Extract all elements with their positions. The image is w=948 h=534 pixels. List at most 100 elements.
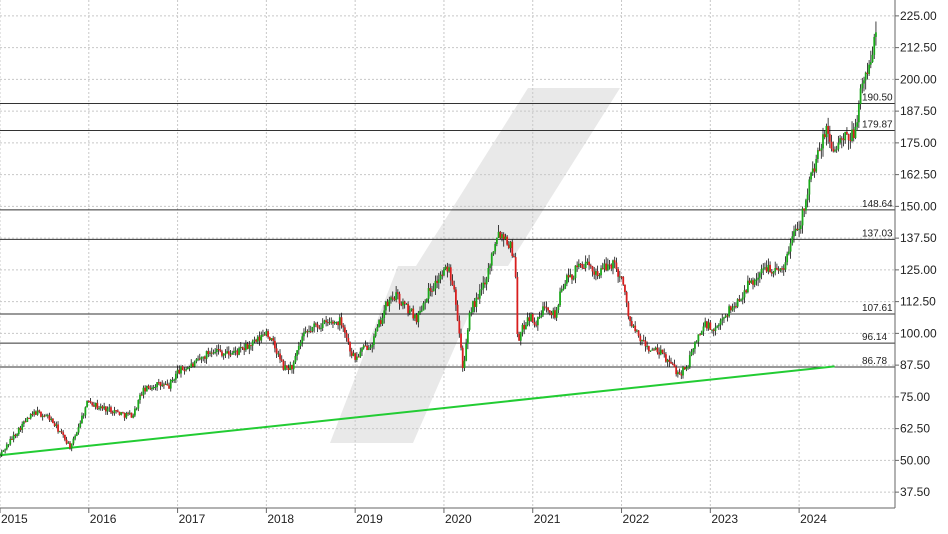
candle-body (813, 168, 816, 172)
candle-body (338, 317, 341, 326)
candle-body (414, 314, 416, 319)
y-tick-label: 212.50 (900, 41, 937, 55)
candle-body (354, 353, 357, 360)
candle-body (687, 366, 690, 368)
candle-body (736, 299, 739, 307)
candle-body (357, 356, 360, 358)
candle-body (180, 366, 182, 374)
candle-body (735, 306, 737, 308)
candle-body (610, 264, 613, 269)
candle-body (133, 408, 136, 416)
candle-body (700, 331, 703, 335)
candle-body (569, 274, 572, 278)
candle-body (798, 229, 801, 231)
candle-body (403, 301, 406, 304)
candle-body (840, 138, 843, 140)
candle-body (757, 277, 760, 280)
candle-body (263, 334, 266, 336)
candle-body (402, 301, 404, 306)
candle-body (311, 327, 314, 332)
candle-body (12, 434, 15, 440)
x-tick-label: 2020 (445, 512, 472, 526)
candle-body (552, 310, 555, 316)
x-tick-label: 2019 (356, 512, 383, 526)
candle-body (774, 268, 777, 272)
candle-body (215, 348, 218, 352)
candle-body (427, 288, 430, 299)
candle-body (31, 414, 34, 416)
candle-body (299, 342, 302, 346)
candle-body (253, 339, 256, 342)
candle-body (820, 148, 823, 151)
y-tick-label: 75.00 (900, 390, 930, 404)
candle-body (839, 138, 841, 143)
candle-body (600, 268, 602, 276)
candle-body (376, 326, 379, 332)
candle-body (395, 292, 398, 301)
candle-body (526, 317, 529, 326)
candle-body (52, 418, 54, 424)
candle-body (654, 347, 657, 350)
candle-body (663, 352, 666, 355)
candle-body (695, 341, 698, 343)
candle-body (656, 347, 659, 353)
candle-body (149, 387, 152, 390)
candle-body (755, 279, 758, 281)
candle-body (188, 367, 191, 369)
candle-body (577, 263, 580, 268)
candle-body (221, 351, 223, 356)
candle-body (501, 234, 503, 239)
candle-body (65, 439, 68, 444)
candle-body (847, 134, 850, 141)
candle-body (183, 370, 186, 372)
candle-body (203, 356, 206, 359)
candle-body (779, 268, 782, 271)
y-tick-label: 125.00 (900, 263, 937, 277)
candle-body (776, 268, 778, 270)
x-tick-label: 2023 (711, 512, 738, 526)
candle-body (497, 231, 500, 238)
candle-body (275, 348, 278, 354)
candle-body (589, 265, 592, 267)
candle-body (827, 125, 830, 134)
candle-body (641, 340, 643, 342)
candle-body (296, 350, 299, 356)
candle-body (456, 304, 459, 321)
x-tick-label: 2022 (623, 512, 650, 526)
candle-body (499, 231, 502, 239)
candle-body (144, 387, 147, 392)
candle-body (431, 290, 433, 292)
candle-body (379, 320, 382, 324)
candle-body (260, 334, 263, 341)
y-tick-label: 162.50 (900, 168, 937, 182)
candle-body (267, 331, 269, 338)
candle-body (212, 352, 215, 354)
candle-body (627, 302, 630, 317)
candle-body (595, 271, 597, 275)
candle-body (63, 434, 66, 440)
candle-body (465, 343, 468, 361)
candle-body (822, 134, 824, 149)
candle-body (373, 336, 375, 345)
candle-body (485, 279, 488, 285)
candle-body (601, 268, 604, 270)
candle-body (811, 168, 814, 173)
candle-body (258, 336, 261, 341)
candle-body (140, 394, 143, 396)
candle-body (618, 276, 621, 278)
candle-body (531, 314, 534, 323)
candle-body (506, 236, 509, 245)
candle-body (304, 331, 307, 333)
candle-body (60, 431, 63, 433)
candle-body (57, 424, 59, 432)
candle-body (613, 260, 616, 263)
candle-body (451, 280, 454, 286)
candle-body (16, 434, 18, 437)
candle-body (120, 412, 123, 415)
candle-body (227, 351, 230, 355)
candle-body (313, 323, 316, 328)
candle-body (207, 351, 210, 355)
candle-body (268, 337, 271, 340)
candle-body (805, 200, 807, 211)
candle-body (449, 267, 452, 281)
